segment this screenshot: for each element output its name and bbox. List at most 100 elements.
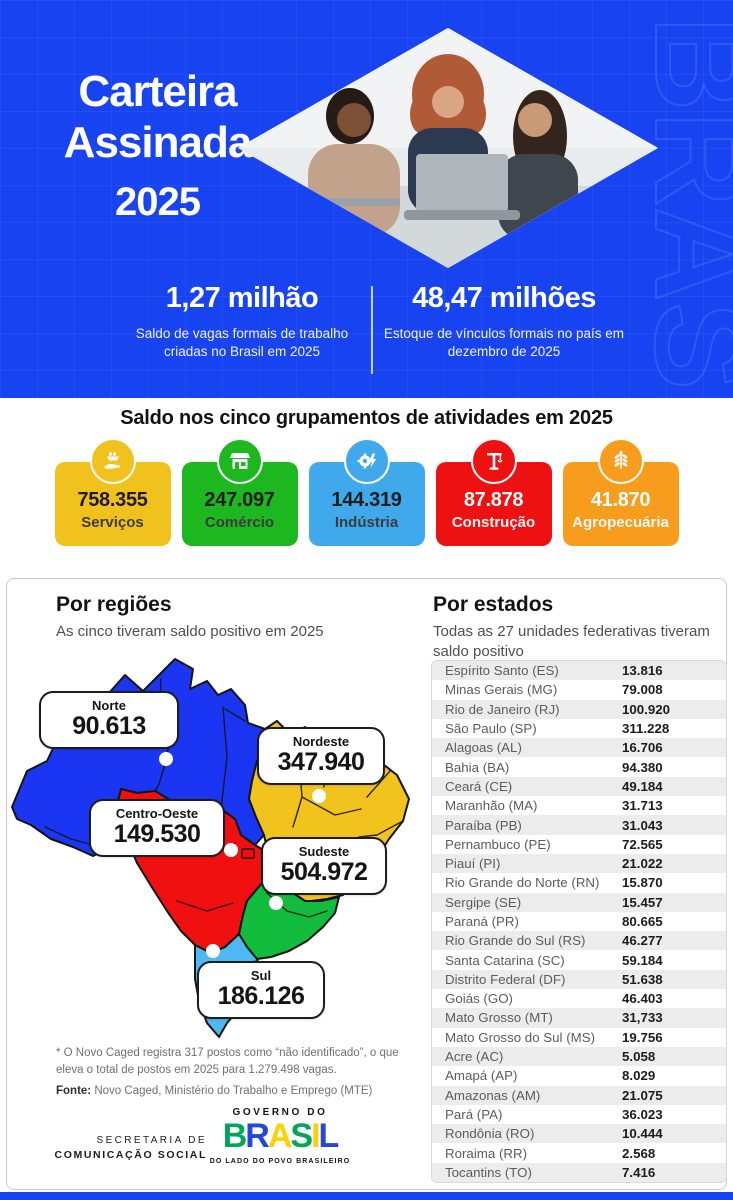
activities-cards: 758.355 Serviços 247.097 Comércio xyxy=(0,438,733,546)
page-title: Carteira Assinada 2025 xyxy=(40,66,275,225)
state-name: Santa Catarina (SC) xyxy=(445,952,565,968)
stat-estoque: 48,47 milhões Estoque de vínculos formai… xyxy=(378,282,630,361)
callout-norte-name: Norte xyxy=(92,698,126,713)
state-value: 2.568 xyxy=(622,1145,656,1161)
state-value: 72.565 xyxy=(622,836,663,852)
team-photo-illustration xyxy=(238,28,658,268)
state-value: 49.184 xyxy=(622,778,663,794)
state-row: Paraná (PR) 80.665 xyxy=(432,911,726,932)
brasil-watermark-text: BRASIL xyxy=(627,15,733,398)
card-industria: 144.319 Indústria xyxy=(308,438,425,546)
state-row: Pará (PA) 36.023 xyxy=(432,1104,726,1125)
secom-logo: SECRETARIA DE COMUNICAÇÃO SOCIAL xyxy=(41,1135,207,1161)
callout-centro-oeste: Centro-Oeste 149.530 xyxy=(89,799,225,857)
source-label: Fonte: xyxy=(56,1085,92,1097)
state-row: Rio Grande do Sul (RS) 46.277 xyxy=(432,931,726,951)
card-servicos: 758.355 Serviços xyxy=(54,438,171,546)
callout-sul-value: 186.126 xyxy=(217,982,305,1011)
states-table: Espírito Santo (ES) 13.816 Minas Gerais … xyxy=(431,660,727,1184)
states-title: Por estados xyxy=(433,593,554,616)
state-value: 13.816 xyxy=(622,663,663,679)
regions-title: Por regiões xyxy=(56,593,172,616)
state-row: São Paulo (SP) 311.228 xyxy=(432,718,726,739)
state-value: 31.043 xyxy=(622,817,663,833)
callout-nordeste-value: 347.940 xyxy=(277,748,365,777)
state-value: 10.444 xyxy=(622,1126,663,1142)
state-row: Espírito Santo (ES) 13.816 xyxy=(432,661,726,681)
state-row: Rondônia (RO) 10.444 xyxy=(432,1124,726,1144)
callout-norte: Norte 90.613 xyxy=(39,691,179,749)
state-value: 46.403 xyxy=(622,991,663,1007)
activities-title: Saldo nos cinco grupamentos de atividade… xyxy=(120,407,613,429)
state-name: Distrito Federal (DF) xyxy=(445,971,566,987)
secom-line-2: COMUNICAÇÃO SOCIAL xyxy=(54,1149,207,1161)
state-name: Piauí (PI) xyxy=(445,856,501,872)
state-value: 31.713 xyxy=(622,798,663,814)
state-value: 16.706 xyxy=(622,740,663,756)
card-servicos-label: Serviços xyxy=(81,514,144,531)
state-name: Espírito Santo (ES) xyxy=(445,663,559,679)
callout-norte-value: 90.613 xyxy=(72,712,146,741)
state-value: 51.638 xyxy=(622,971,663,987)
stat-estoque-caption: Estoque de vínculos formais no país em d… xyxy=(383,326,625,360)
state-row: Mato Grosso do Sul (MS) 19.756 xyxy=(432,1027,726,1047)
state-row: Maranhão (MA) 31.713 xyxy=(432,796,726,816)
details-panel: Por regiões As cinco tiveram saldo posit… xyxy=(6,578,727,1190)
state-row: Rio de Janeiro (RJ) 100.920 xyxy=(432,699,726,719)
brasil-wordmark: BRASIL xyxy=(222,1117,340,1155)
state-name: Roraima (RR) xyxy=(445,1145,528,1161)
stat-saldo-value: 1,27 milhão xyxy=(165,282,319,314)
stat-saldo: 1,27 milhão Saldo de vagas formais de tr… xyxy=(100,282,384,361)
secom-line-1: SECRETARIA DE xyxy=(96,1135,207,1146)
callout-sudeste: Sudeste 504.972 xyxy=(261,837,387,895)
state-value: 19.756 xyxy=(622,1029,663,1045)
state-name: Amapá (AP) xyxy=(445,1068,518,1084)
card-comercio-value: 247.097 xyxy=(204,489,275,511)
state-name: Bahia (BA) xyxy=(445,759,510,775)
state-row: Distrito Federal (DF) 51.638 xyxy=(432,969,726,990)
callout-sudeste-value: 504.972 xyxy=(280,858,368,887)
state-name: Paraíba (PB) xyxy=(445,817,522,833)
card-industria-label: Indústria xyxy=(334,514,399,531)
card-comercio-label: Comércio xyxy=(204,514,275,531)
state-row: Sergipe (SE) 15.457 xyxy=(432,892,726,912)
state-value: 46.277 xyxy=(622,933,663,949)
source-text: Novo Caged, Ministério do Trabalho e Emp… xyxy=(91,1085,373,1097)
state-row: Paraíba (PB) 31.043 xyxy=(432,815,726,835)
callout-sul-name: Sul xyxy=(250,968,272,983)
state-name: Acre (AC) xyxy=(445,1049,504,1065)
state-name: São Paulo (SP) xyxy=(445,721,537,737)
card-construcao: 87.878 Construção xyxy=(435,438,552,546)
state-name: Rio Grande do Sul (RS) xyxy=(445,933,586,949)
state-name: Mato Grosso do Sul (MS) xyxy=(445,1029,596,1045)
state-value: 5.058 xyxy=(622,1049,656,1065)
state-row: Piauí (PI) 21.022 xyxy=(432,853,726,874)
state-value: 80.665 xyxy=(622,914,663,929)
callout-centro-oeste-value: 149.530 xyxy=(113,820,201,849)
callout-centro-oeste-name: Centro-Oeste xyxy=(115,806,199,821)
state-row: Amapá (AP) 8.029 xyxy=(432,1066,726,1086)
state-value: 100.920 xyxy=(622,701,671,717)
state-name: Sergipe (SE) xyxy=(445,894,522,910)
activities-section: Saldo nos cinco grupamentos de atividade… xyxy=(0,398,733,578)
state-row: Ceará (CE) 49.184 xyxy=(432,776,726,797)
callout-sul: Sul 186.126 xyxy=(197,961,325,1019)
state-value: 15.457 xyxy=(622,894,663,910)
state-value: 36.023 xyxy=(622,1106,663,1122)
card-agropecuaria-label: Agropecuária xyxy=(572,514,669,531)
source-line: Fonte: Novo Caged, Ministério do Trabalh… xyxy=(56,1085,456,1097)
state-value: 8.029 xyxy=(622,1068,656,1084)
gov-top-text: GOVERNO DO xyxy=(232,1107,328,1118)
stat-estoque-value: 48,47 milhões xyxy=(412,282,596,314)
state-row: Tocantins (TO) 7.416 xyxy=(432,1162,726,1183)
state-name: Rondônia (RO) xyxy=(445,1126,535,1142)
state-row: Minas Gerais (MG) 79.008 xyxy=(432,680,726,700)
state-name: Amazonas (AM) xyxy=(445,1087,541,1103)
card-comercio: 247.097 Comércio xyxy=(181,438,298,546)
bottom-blue-strip xyxy=(0,1192,733,1200)
card-agropecuaria: 41.870 Agropecuária xyxy=(562,438,679,546)
title-line-2: Assinada xyxy=(63,118,253,168)
state-value: 59.184 xyxy=(622,952,663,968)
callout-nordeste-name: Nordeste xyxy=(292,734,350,749)
